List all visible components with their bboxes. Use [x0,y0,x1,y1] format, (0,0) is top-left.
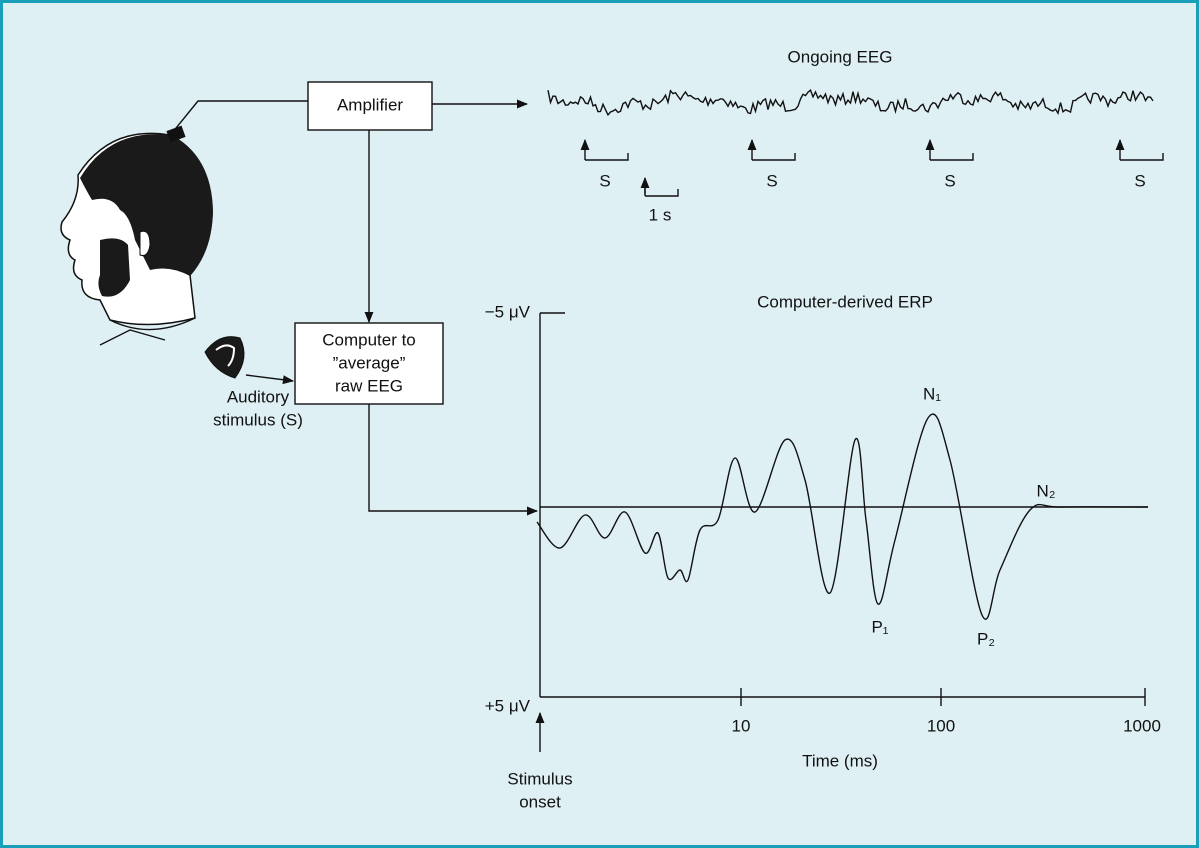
eeg-trace [547,89,1154,117]
y-bottom-label: +5 μV [485,696,531,715]
connector [171,100,308,134]
stimulus-label: stimulus (S) [213,410,303,429]
x-tick-label: 10 [732,716,751,735]
erp-waveform [536,413,1149,620]
y-top-label: −5 μV [485,302,531,321]
x-axis-label: Time (ms) [802,751,878,770]
eeg-title: Ongoing EEG [788,47,893,66]
computer-label: raw EEG [335,376,403,395]
erp-title: Computer-derived ERP [757,292,933,311]
peak-label: P₂ [977,629,995,648]
speaker-highlight [215,344,236,367]
stimulus-mark-label: S [599,171,610,190]
stimulus-mark-label: S [944,171,955,190]
stimulus-bracket [1120,153,1164,161]
peak-label: P₁ [871,617,888,636]
stimulus-bracket [752,153,796,161]
stimulus-mark-label: S [766,171,777,190]
peak-label: N₁ [923,384,941,403]
amplifier-box [307,81,433,131]
arrow [368,404,539,516]
stimulus-mark-label: S [1134,171,1145,190]
computer-label: Computer to [322,330,416,349]
scale-label: 1 s [649,205,672,224]
onset-label: Stimulus [507,769,572,788]
computer-box [294,322,444,405]
amplifier-label: Amplifier [337,95,403,114]
stimulus-bracket [930,153,974,161]
arrow [245,374,295,385]
onset-label: onset [519,792,561,811]
peak-label: N₂ [1037,481,1056,500]
stimulus-label: Auditory [227,387,290,406]
x-tick-label: 1000 [1123,716,1161,735]
computer-label: ”average” [333,353,406,372]
x-tick-label: 100 [927,716,955,735]
erp-axes [539,312,1148,706]
stimulus-bracket [585,153,629,161]
head-illustration [60,125,213,346]
